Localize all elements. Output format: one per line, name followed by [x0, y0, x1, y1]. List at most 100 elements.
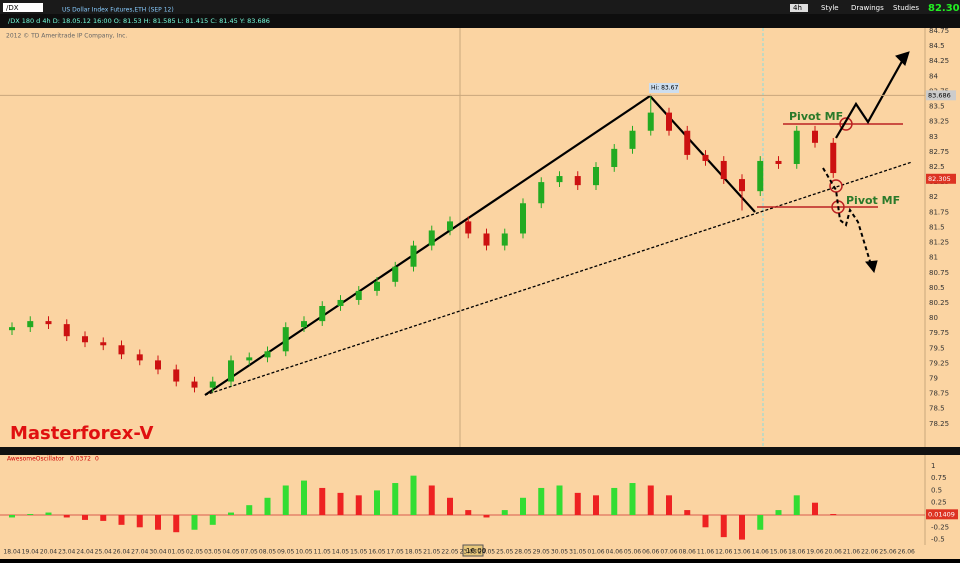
oscillator-bar [246, 505, 253, 515]
oscillator-bar [757, 515, 764, 530]
candle-body [27, 321, 34, 328]
x-tick-label: 08.05 [259, 549, 276, 556]
candle-body [684, 130, 691, 155]
candle-body [629, 130, 636, 149]
x-tick-label: 15.06 [770, 549, 787, 556]
x-tick-label: 18.06 [788, 549, 805, 556]
y-tick-label: 83.25 [929, 118, 949, 126]
x-tick-label: 01.06 [587, 549, 604, 556]
oscillator-bar [684, 510, 691, 515]
x-tick-label: 15.05 [350, 549, 367, 556]
oscillator-title: AwesomeOscillator [7, 456, 65, 463]
candle-body [465, 221, 472, 234]
candle-body [574, 176, 581, 186]
oscillator-bar [465, 510, 472, 515]
y-tick-label: 83.5 [929, 103, 945, 111]
x-tick-label: 30.05 [551, 549, 568, 556]
trend-lines [204, 94, 756, 396]
x-tick-label: 13.06 [733, 549, 750, 556]
candle-body [228, 360, 234, 382]
y-tick-label: -0.25 [931, 523, 949, 531]
x-tick-label: 14.05 [332, 549, 349, 556]
oscillator-bar [209, 515, 216, 525]
oscillator-bar [520, 497, 526, 515]
candle-body [337, 299, 344, 306]
candle-body [593, 167, 599, 186]
oscillator-bar [319, 487, 326, 515]
pivot-label: Pivot MF [846, 194, 900, 207]
oscillator-bar [282, 485, 289, 515]
y-tick-label: 84 [929, 72, 938, 80]
x-tick-label: 02.05 [186, 549, 203, 556]
y-tick-label: 84.25 [929, 57, 949, 65]
oscillator-bar [647, 485, 654, 515]
pane-divider [0, 447, 960, 455]
y-tick-label: 80 [929, 314, 938, 322]
oscillator-bar [63, 515, 70, 518]
candle-body [264, 351, 271, 358]
timeframe-box[interactable] [790, 4, 808, 12]
candle-body [702, 154, 709, 161]
oscillator-bar [82, 515, 88, 520]
x-tick-label: 17.05 [387, 549, 404, 556]
symbol[interactable]: /DX [6, 4, 19, 12]
brand: Masterforex-V [10, 423, 154, 444]
candle-body [173, 369, 180, 382]
x-tick-label: 27.04 [131, 549, 148, 556]
arrow-head [895, 51, 910, 66]
symbol-box[interactable] [3, 3, 43, 12]
oscillator-bar [775, 510, 782, 515]
header-info: /DX 180 d 4h D: 18.05.12 16:00 O: 81.53 … [8, 17, 270, 25]
x-tick-label: 21.06 [843, 549, 860, 556]
candle-body [82, 336, 88, 343]
value-box [926, 509, 958, 520]
candle-body [191, 381, 198, 388]
x-tick-label: 28.05 [514, 549, 531, 556]
candle-body [319, 306, 326, 322]
candle-body [775, 160, 782, 164]
candle-body [739, 179, 745, 192]
y-tick-label: 0.5 [931, 486, 942, 494]
y-tick-label: 0.75 [931, 474, 947, 482]
oscillator-bar [812, 502, 818, 515]
bear-arrow [822, 167, 873, 269]
candle-body [63, 324, 70, 337]
price-label: 82.305 [928, 175, 951, 183]
y-tick-label: 83 [929, 133, 938, 141]
candle-body [520, 203, 526, 234]
support-line [204, 161, 913, 396]
info-bar [0, 14, 960, 28]
x-tick-label: 25.04 [95, 549, 112, 556]
y-tick-label: 82.5 [929, 163, 945, 171]
x-tick-label: 25.05 [496, 549, 513, 556]
x-tick-label: 30.04 [149, 549, 166, 556]
y-tick-label: 81.25 [929, 239, 949, 247]
oscillator-bar [702, 515, 709, 528]
x-tick-label: 24.05 [478, 549, 495, 556]
y-tick-label: 80.75 [929, 269, 949, 277]
value-label: 0.01409 [928, 510, 955, 518]
y-tick-label: 78.5 [929, 405, 945, 413]
y-tick-label: 84.5 [929, 42, 945, 50]
y-tick-label: 79 [929, 375, 938, 383]
x-tick-label: 11.05 [314, 549, 331, 556]
pivot-circle [829, 179, 843, 193]
cursor-time: 16:00 [466, 547, 486, 555]
style-button[interactable]: Style [821, 4, 839, 12]
oscillator-bar [191, 515, 198, 530]
x-tick-label: 24.04 [76, 549, 93, 556]
oscillator-bar [483, 515, 490, 518]
oscillator-bar [9, 515, 15, 518]
oscillator-bar [574, 492, 581, 515]
price-label: 83.686 [928, 91, 951, 99]
hi-label: Hi: 83.67 [651, 85, 678, 92]
arrow-head [865, 260, 878, 274]
y-tick-label: 81.75 [929, 208, 949, 216]
drawings-button[interactable]: Drawings [851, 4, 884, 12]
candle-body [374, 281, 380, 291]
studies-button[interactable]: Studies [893, 4, 919, 12]
timeframe[interactable]: 4h [793, 4, 802, 12]
x-tick-label: 09.05 [277, 549, 294, 556]
y-tick-label: 79.25 [929, 359, 949, 367]
